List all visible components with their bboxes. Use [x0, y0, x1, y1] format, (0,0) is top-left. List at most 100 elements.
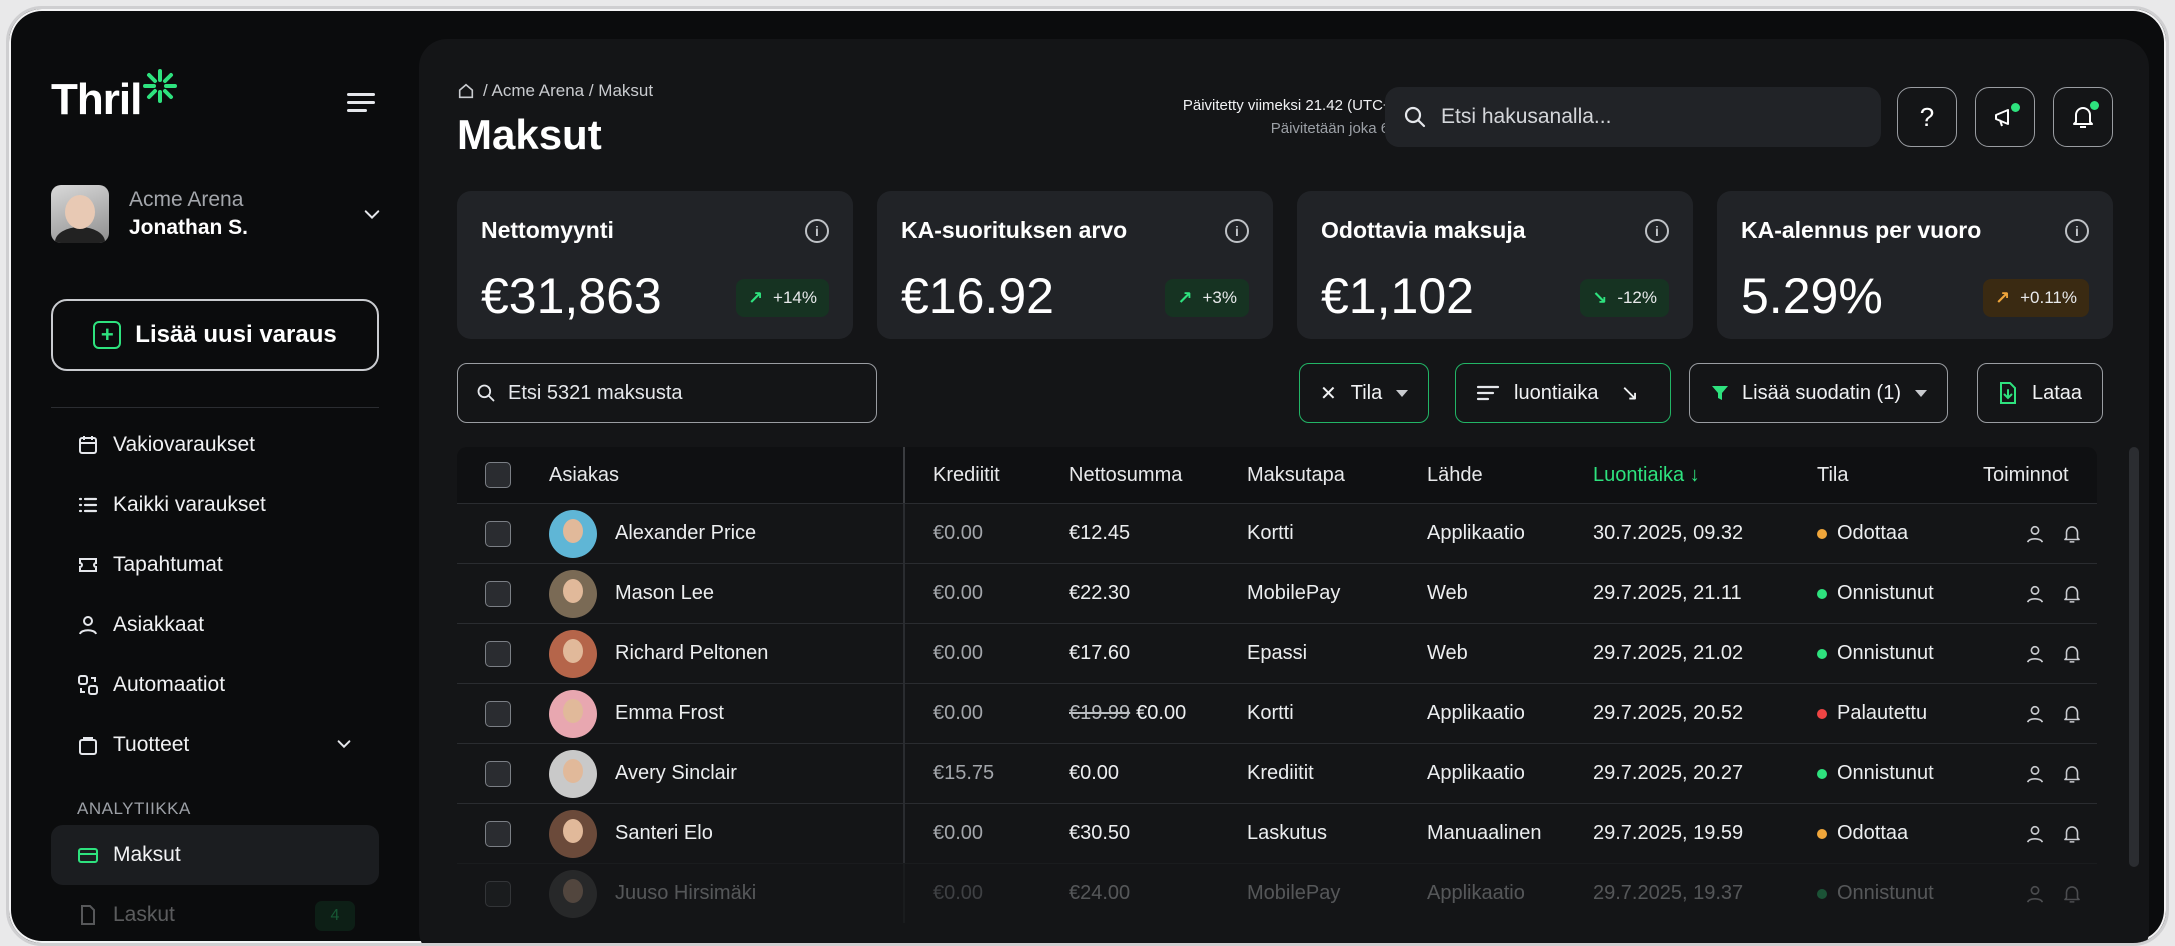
table-row[interactable]: Juuso Hirsimäki €0.00 €24.00 MobilePay A…	[457, 863, 2097, 923]
close-icon[interactable]: ✕	[1320, 382, 1337, 405]
bell-icon[interactable]	[2061, 883, 2083, 905]
arrow-up-right-icon: ↗	[1177, 287, 1193, 308]
row-checkbox[interactable]	[485, 760, 511, 787]
home-icon[interactable]	[457, 82, 475, 100]
customer-name[interactable]: Santeri Elo	[615, 822, 713, 844]
sidebar-item-automaatiot[interactable]: Automaatiot	[51, 655, 379, 715]
column-header-created[interactable]: Luontiaika ↓	[1593, 463, 1700, 486]
column-header-status[interactable]: Tila	[1817, 463, 1849, 486]
table-row[interactable]: Richard Peltonen €0.00 €17.60 Epassi Web…	[457, 623, 2097, 683]
status-dot	[1817, 888, 1827, 899]
sidebar-item-maksut[interactable]: Maksut	[51, 825, 379, 885]
user-icon[interactable]	[2025, 524, 2045, 544]
arrow-down-right-icon: ↘	[1620, 380, 1639, 405]
table-row[interactable]: Mason Lee €0.00 €22.30 MobilePay Web 29.…	[457, 563, 2097, 623]
user-icon[interactable]	[2025, 764, 2045, 784]
column-header-actions: Toiminnot	[1983, 463, 2069, 486]
menu-toggle-icon[interactable]	[347, 93, 375, 113]
column-header-source[interactable]: Lähde	[1427, 463, 1483, 486]
add-filter-label: Lisää suodatin (1)	[1742, 381, 1901, 404]
app-logo[interactable]: Thril	[51, 69, 178, 125]
sidebar-item-laskut[interactable]: Laskut 4	[51, 885, 379, 943]
net-amount: €19.99 €0.00	[1069, 702, 1247, 725]
row-checkbox[interactable]	[485, 880, 511, 907]
bell-icon[interactable]	[2061, 823, 2083, 845]
info-icon[interactable]: i	[2065, 219, 2089, 243]
sidebar-item-tapahtumat[interactable]: Tapahtumat	[51, 535, 379, 595]
credits-value: €15.75	[933, 762, 995, 784]
net-amount-value: €12.45	[1069, 522, 1131, 544]
table-row[interactable]: Santeri Elo €0.00 €30.50 Laskutus Manuaa…	[457, 803, 2097, 863]
table-row[interactable]: Alexander Price €0.00 €12.45 Kortti Appl…	[457, 503, 2097, 563]
user-icon[interactable]	[2025, 824, 2045, 844]
net-amount-value: €0.00	[1069, 762, 1120, 784]
bell-icon[interactable]	[2061, 703, 2083, 725]
column-header-credits[interactable]: Krediitit	[933, 463, 1000, 486]
net-amount-value: €24.00	[1069, 882, 1131, 904]
sidebar-item-vakiovaraukset[interactable]: Vakiovaraukset	[51, 415, 379, 475]
user-switcher[interactable]: Acme Arena Jonathan S.	[51, 185, 381, 243]
info-icon[interactable]: i	[805, 219, 829, 243]
info-icon[interactable]: i	[1645, 219, 1669, 243]
row-checkbox[interactable]	[485, 820, 511, 847]
customer-name[interactable]: Juuso Hirsimäki	[615, 882, 757, 904]
payments-table: Asiakas Krediitit Nettosumma Maksutapa L…	[457, 447, 2097, 923]
user-icon[interactable]	[2025, 704, 2045, 724]
row-checkbox[interactable]	[485, 580, 511, 607]
search-placeholder: Etsi 5321 maksusta	[508, 381, 683, 404]
breadcrumb-path[interactable]: / Acme Arena / Maksut	[483, 81, 654, 100]
customer-name[interactable]: Avery Sinclair	[615, 762, 737, 784]
bell-icon[interactable]	[2061, 583, 2083, 605]
table-row[interactable]: Avery Sinclair €15.75 €0.00 Krediitit Ap…	[457, 743, 2097, 803]
global-search-input[interactable]: Etsi hakusanalla...	[1385, 87, 1881, 147]
row-checkbox[interactable]	[485, 700, 511, 727]
customer-name[interactable]: Mason Lee	[615, 582, 714, 604]
announcements-button[interactable]	[1975, 87, 2035, 147]
kpi-delta-badge: ↗ +14%	[735, 279, 829, 317]
help-button[interactable]: ?	[1897, 87, 1957, 147]
add-filter-button[interactable]: Lisää suodatin (1)	[1689, 363, 1948, 423]
add-booking-button[interactable]: + Lisää uusi varaus	[51, 299, 379, 371]
list-icon	[77, 494, 99, 516]
table-row[interactable]: Emma Frost €0.00 €19.99 €0.00 Kortti Appl…	[457, 683, 2097, 743]
row-checkbox[interactable]	[485, 520, 511, 547]
column-header-method[interactable]: Maksutapa	[1247, 463, 1345, 486]
sort-button[interactable]: luontiaika ↘	[1455, 363, 1671, 423]
chevron-down-icon[interactable]	[335, 735, 353, 753]
user-icon[interactable]	[2025, 584, 2045, 604]
table-scrollbar[interactable]	[2129, 447, 2139, 867]
download-button[interactable]: Lataa	[1977, 363, 2104, 423]
bell-icon[interactable]	[2061, 523, 2083, 545]
customer-name[interactable]: Richard Peltonen	[615, 642, 769, 664]
customer-name[interactable]: Emma Frost	[615, 702, 724, 724]
sidebar-item-tuotteet[interactable]: Tuotteet	[51, 715, 379, 775]
sidebar-item-label: Laskut	[113, 903, 175, 926]
customer-name[interactable]: Alexander Price	[615, 522, 757, 544]
row-checkbox[interactable]	[485, 640, 511, 667]
original-amount: €19.99	[1069, 702, 1131, 724]
column-header-customer[interactable]: Asiakas	[549, 447, 905, 503]
avatar	[549, 749, 597, 798]
sidebar-item-asiakkaat[interactable]: Asiakkaat	[51, 595, 379, 655]
net-amount-value: €30.50	[1069, 822, 1131, 844]
info-icon[interactable]: i	[1225, 219, 1249, 243]
payments-search-input[interactable]: Etsi 5321 maksusta	[457, 363, 877, 423]
sidebar-item-kaikki-varaukset[interactable]: Kaikki varaukset	[51, 475, 379, 535]
sidebar-item-label: Vakiovaraukset	[113, 433, 256, 456]
user-icon[interactable]	[2025, 884, 2045, 904]
arrow-up-right-icon: ↗	[1995, 287, 2011, 308]
ticket-icon	[77, 554, 99, 576]
status-filter-button[interactable]: ✕ Tila	[1299, 363, 1430, 423]
user-icon[interactable]	[2025, 644, 2045, 664]
avatar	[549, 809, 597, 858]
row-actions	[1983, 823, 2097, 845]
notifications-button[interactable]	[2053, 87, 2113, 147]
refresh-info: Päivitetty viimeksi 21.42 (UTC+3) Päivit…	[1183, 97, 1405, 137]
bell-icon[interactable]	[2061, 643, 2083, 665]
sort-label: luontiaika	[1514, 381, 1599, 404]
payment-method: MobilePay	[1247, 582, 1341, 604]
column-header-net[interactable]: Nettosumma	[1069, 463, 1183, 486]
bell-icon[interactable]	[2061, 763, 2083, 785]
select-all-checkbox[interactable]	[485, 462, 511, 488]
last-updated: Päivitetty viimeksi 21.42 (UTC+3)	[1182, 97, 1405, 114]
